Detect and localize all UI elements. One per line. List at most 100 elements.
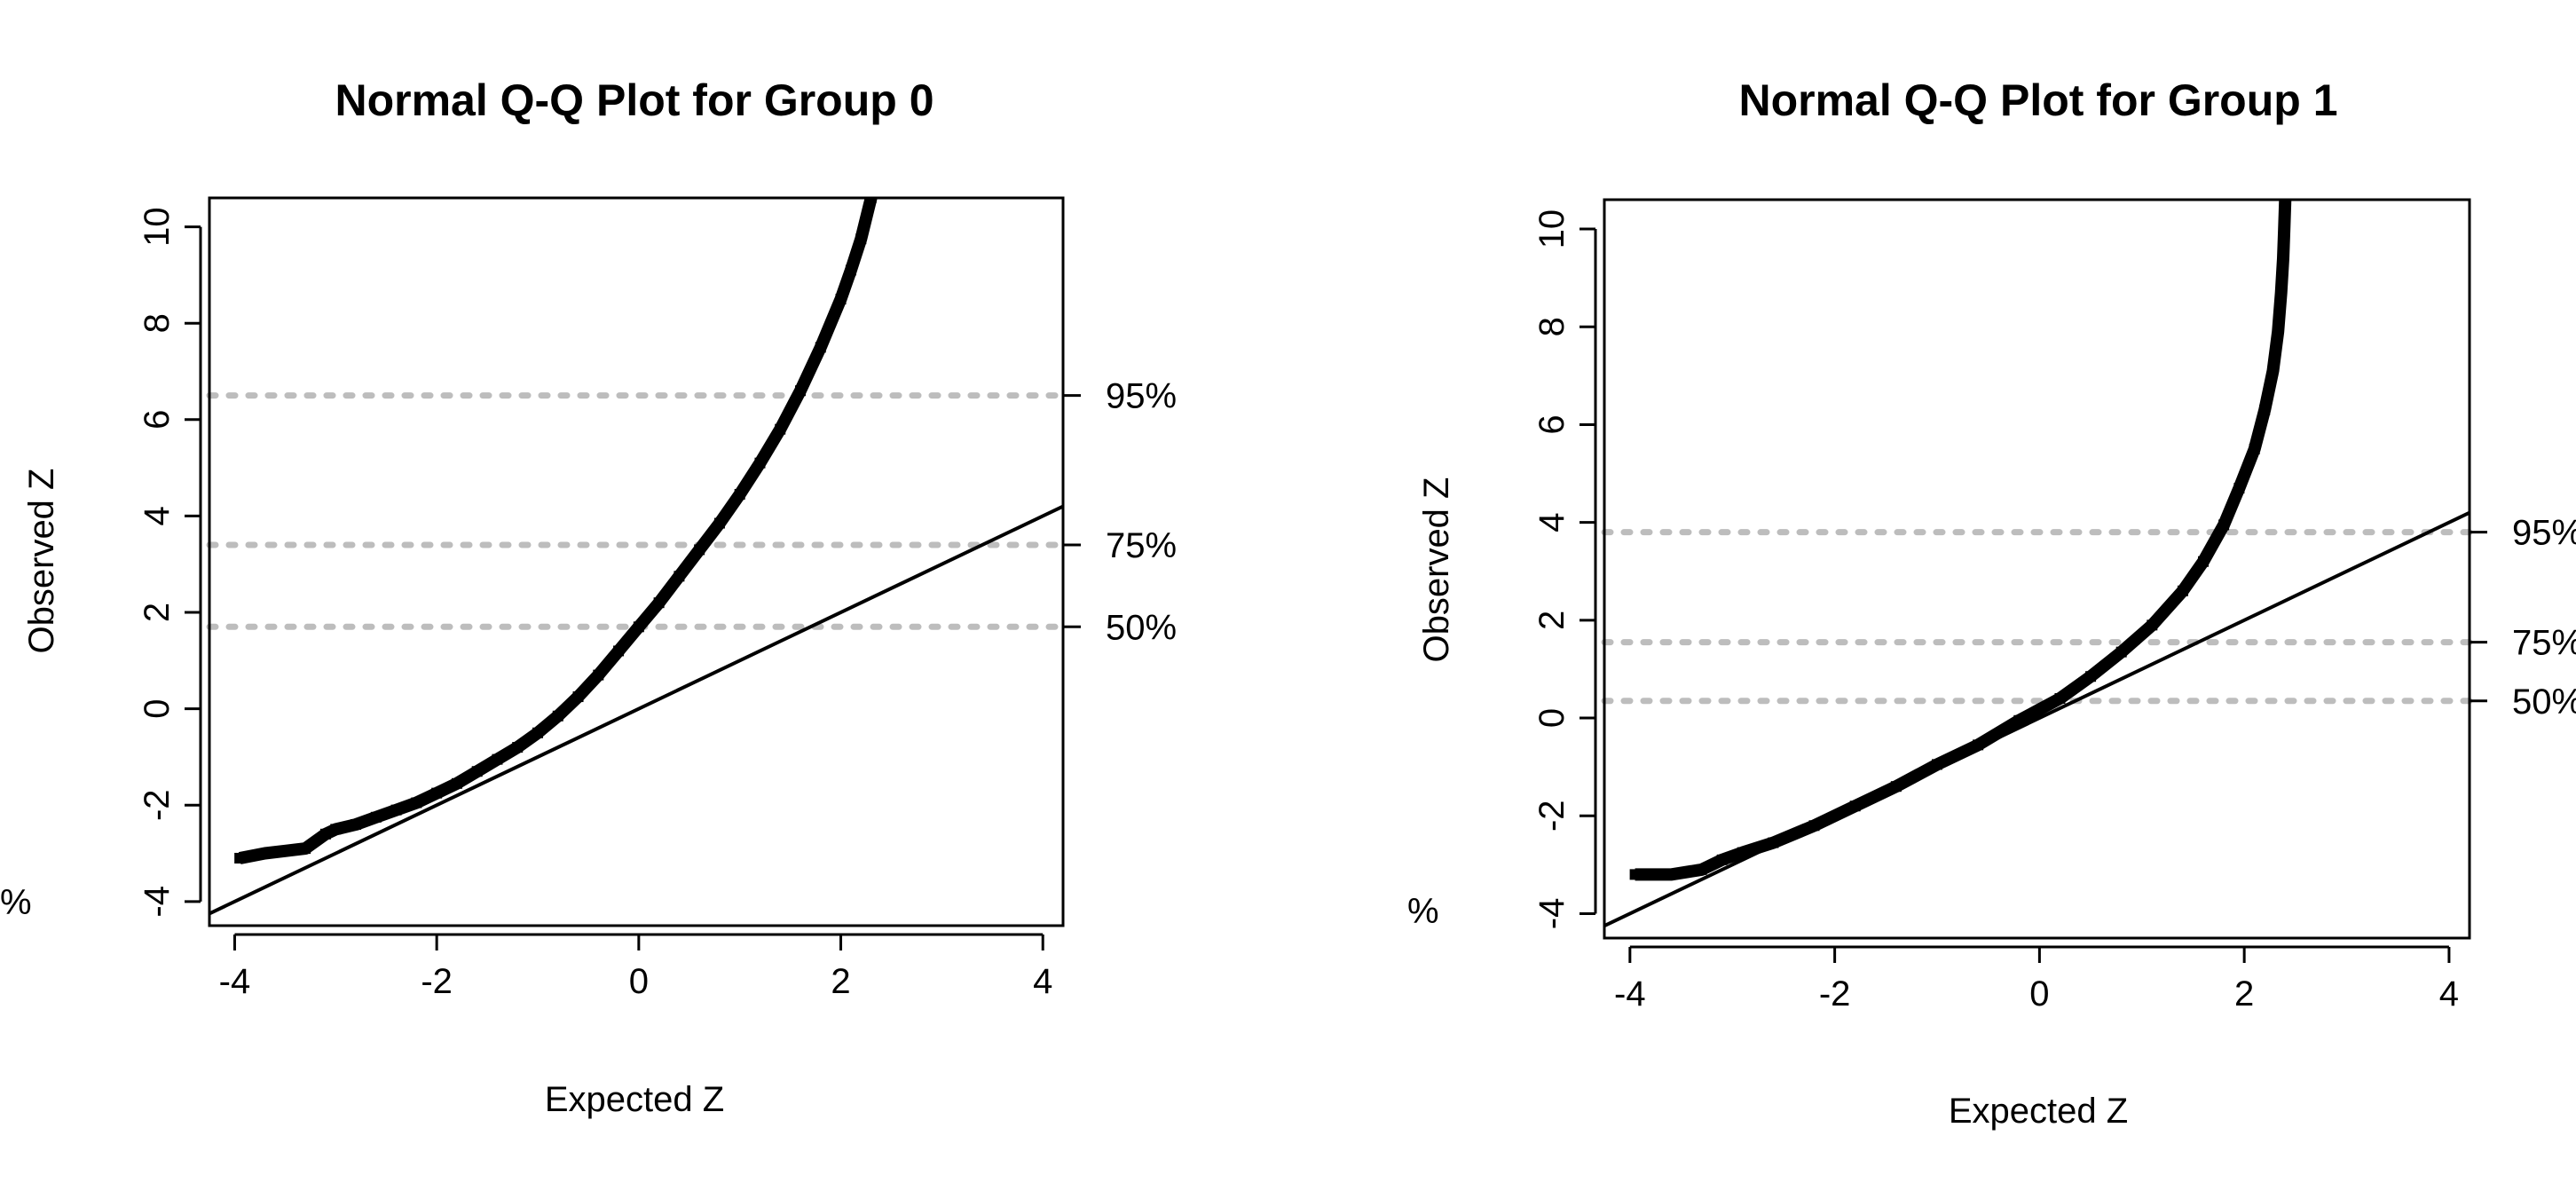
plot-frame: [208, 196, 1065, 927]
qq-point: [795, 385, 806, 397]
x-axis-label: Expected Z: [1949, 1092, 2128, 1131]
y-tick-label: 4: [1532, 513, 1572, 532]
qq-point: [492, 753, 503, 765]
y-tick-label: 2: [138, 603, 177, 622]
qq-point: [633, 621, 644, 633]
qq-point: [2115, 646, 2127, 658]
plot-area: 95% 75% 50% -4 -2 0 2 4 -4 -2 0 2 4 6 8 10: [1532, 198, 2576, 1014]
qq-point: [653, 597, 665, 609]
y-tick-label: -2: [1532, 800, 1572, 832]
qq-point: [390, 804, 402, 816]
y-axis-label: Observed Z: [22, 469, 61, 654]
qq-point: [2177, 585, 2188, 596]
panel-group-1: Normal Q-Q Plot for Group 1 Expected Z O…: [1407, 75, 2576, 1131]
qq-point: [351, 818, 362, 830]
percentile-label: 50%: [2512, 682, 2576, 722]
chart-title: Normal Q-Q Plot for Group 1: [1738, 75, 2337, 125]
y-tick-label: 4: [138, 506, 177, 525]
qq-point: [694, 544, 705, 556]
qq-point: [2279, 224, 2290, 235]
qq-point: [512, 742, 524, 753]
qq-point: [1716, 854, 1728, 865]
qq-point: [613, 645, 625, 657]
qq-points: [1635, 200, 2292, 881]
y-tick-label: -4: [1532, 898, 1572, 930]
x-tick-label: -2: [421, 962, 453, 1001]
qq-point: [1849, 801, 1861, 812]
qq-point: [2280, 200, 2291, 205]
plot-frame: [1603, 198, 2471, 940]
x-tick-label: -2: [1819, 974, 1851, 1014]
qq-point: [1737, 847, 1748, 858]
qq-point: [2147, 619, 2158, 631]
qq-point: [1629, 869, 1641, 880]
qq-point: [674, 571, 685, 582]
y-tick-label: 6: [1532, 414, 1572, 434]
percentile-label: 95%: [1106, 377, 1177, 416]
qq-point: [845, 264, 856, 276]
y-tick-label: 8: [1532, 317, 1572, 336]
qq-point: [451, 777, 462, 789]
y-tick-label: 2: [1532, 611, 1572, 630]
panel-group-0: Normal Q-Q Plot for Group 0 Expected Z O…: [0, 75, 1177, 1119]
left-margin-label: %: [1407, 892, 1439, 931]
qq-point: [713, 517, 725, 529]
y-tick-label: -2: [138, 789, 177, 821]
x-tick-label: 4: [2439, 974, 2459, 1014]
percentile-label: 95%: [2512, 514, 2576, 553]
qq-point: [593, 669, 604, 681]
qq-point: [280, 845, 291, 856]
qq-point: [815, 342, 826, 353]
y-tick-label: 10: [138, 207, 177, 246]
plot-area: 95% 75% 50% -4 -2 0 2 4 -4 -2 0 2 4 6 8 10: [138, 196, 1177, 1001]
qq-point: [471, 766, 483, 777]
qq-point: [370, 811, 382, 823]
qq-point: [855, 233, 867, 245]
percentile-label: 75%: [2512, 624, 2576, 663]
qq-point: [300, 843, 311, 855]
qq-point: [1890, 781, 1902, 793]
qq-point: [2218, 519, 2230, 531]
y-tick-label: 0: [1532, 708, 1572, 728]
qq-point: [1666, 869, 1676, 880]
reference-line: [209, 504, 1063, 916]
qq-point: [2249, 444, 2260, 455]
qq-point: [1808, 820, 1820, 832]
qq-point: [2198, 556, 2209, 567]
y-tick-label: 10: [1532, 209, 1572, 249]
qq-point: [532, 727, 543, 738]
x-tick-label: 2: [831, 962, 850, 1001]
qq-points: [238, 198, 878, 864]
qq-point: [234, 852, 246, 864]
percentile-label: 75%: [1106, 526, 1177, 565]
qq-point: [1973, 739, 1984, 751]
qq-point: [1768, 837, 1779, 848]
x-axis-label: Expected Z: [545, 1080, 724, 1119]
y-tick-label: 6: [138, 410, 177, 430]
x-tick-label: 0: [629, 962, 649, 1001]
qq-point: [2273, 326, 2284, 337]
x-tick-label: -4: [1614, 974, 1646, 1014]
y-axis-label: Observed Z: [1417, 477, 1456, 663]
chart-title: Normal Q-Q Plot for Group 0: [335, 75, 934, 125]
qq-point: [552, 710, 563, 722]
qq-point: [835, 294, 847, 305]
qq-point: [775, 423, 786, 435]
qq-point: [754, 457, 766, 469]
qq-point: [1696, 864, 1707, 875]
y-tick-label: 8: [138, 313, 177, 333]
qq-point: [2233, 483, 2245, 494]
qq-point: [2085, 671, 2097, 682]
qq-point: [2054, 693, 2066, 705]
qq-point: [259, 848, 271, 859]
x-tick-label: -4: [219, 962, 251, 1001]
x-tick-label: 2: [2234, 974, 2254, 1014]
qq-point: [1932, 759, 1942, 770]
reference-line: [1604, 510, 2470, 928]
qq-point: [411, 797, 422, 808]
qq-point: [431, 787, 443, 799]
qq-point: [572, 691, 584, 703]
qq-point: [2275, 287, 2287, 298]
